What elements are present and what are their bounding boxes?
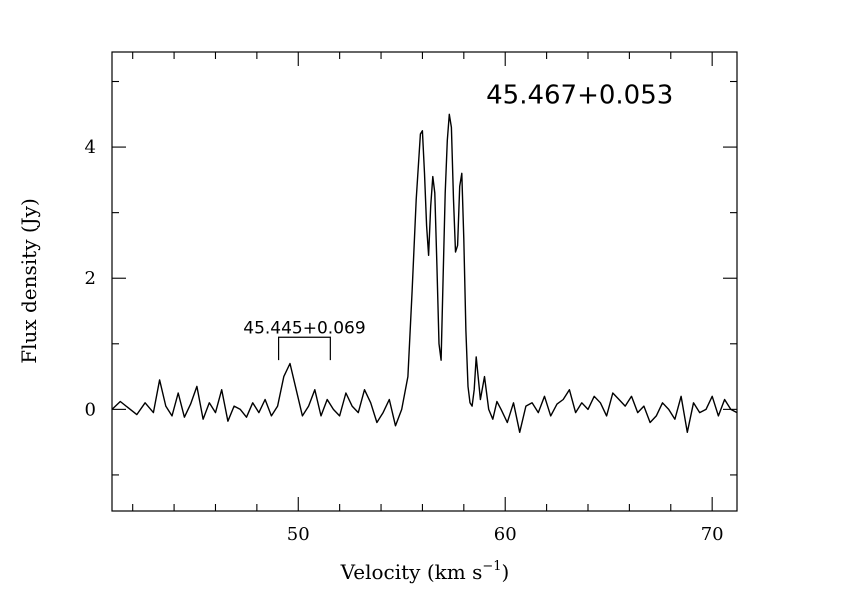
source-label-secondary: 45.445+0.069: [243, 318, 365, 338]
secondary-source-bracket: [277, 336, 331, 361]
x-tick-label: 60: [494, 524, 517, 545]
axis-tick-labels: 50 60 70 0 2 4: [85, 137, 724, 545]
x-tick-label: 50: [287, 524, 310, 545]
x-tick-label: 70: [701, 524, 724, 545]
plot-frame: [111, 51, 738, 512]
source-label-main: 45.467+0.053: [486, 81, 673, 111]
axis-ticks: [112, 52, 737, 511]
x-axis-title: Velocity (km s−1): [340, 559, 510, 584]
spectrum-line: [111, 113, 738, 433]
y-tick-label: 4: [85, 137, 96, 158]
y-tick-label: 0: [85, 399, 96, 420]
y-axis-title: Flux density (Jy): [17, 198, 41, 364]
y-tick-label: 2: [85, 268, 96, 289]
annotations: 45.467+0.053 45.445+0.069: [243, 81, 673, 361]
